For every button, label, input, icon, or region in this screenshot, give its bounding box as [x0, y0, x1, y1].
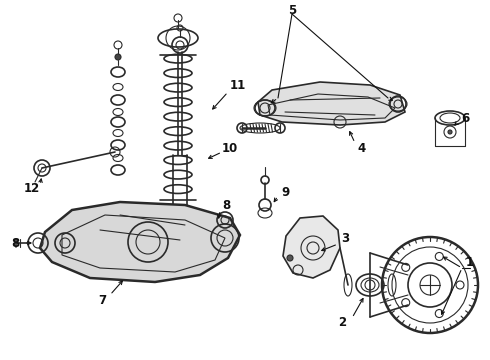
Text: 11: 11: [230, 78, 246, 91]
Text: 4: 4: [358, 141, 366, 154]
Polygon shape: [258, 82, 405, 125]
Text: 6: 6: [461, 112, 469, 125]
Text: 5: 5: [288, 4, 296, 17]
Text: 12: 12: [24, 181, 40, 194]
Text: 8: 8: [222, 198, 230, 212]
Text: 3: 3: [341, 231, 349, 244]
Circle shape: [448, 130, 452, 134]
Text: 10: 10: [222, 141, 238, 154]
Text: 8: 8: [11, 237, 19, 249]
Text: 7: 7: [98, 293, 106, 306]
Polygon shape: [283, 216, 340, 278]
Text: 9: 9: [281, 185, 289, 198]
Circle shape: [287, 255, 293, 261]
Circle shape: [115, 54, 121, 60]
Polygon shape: [40, 202, 240, 282]
Text: 2: 2: [338, 315, 346, 328]
Text: 1: 1: [466, 256, 474, 269]
